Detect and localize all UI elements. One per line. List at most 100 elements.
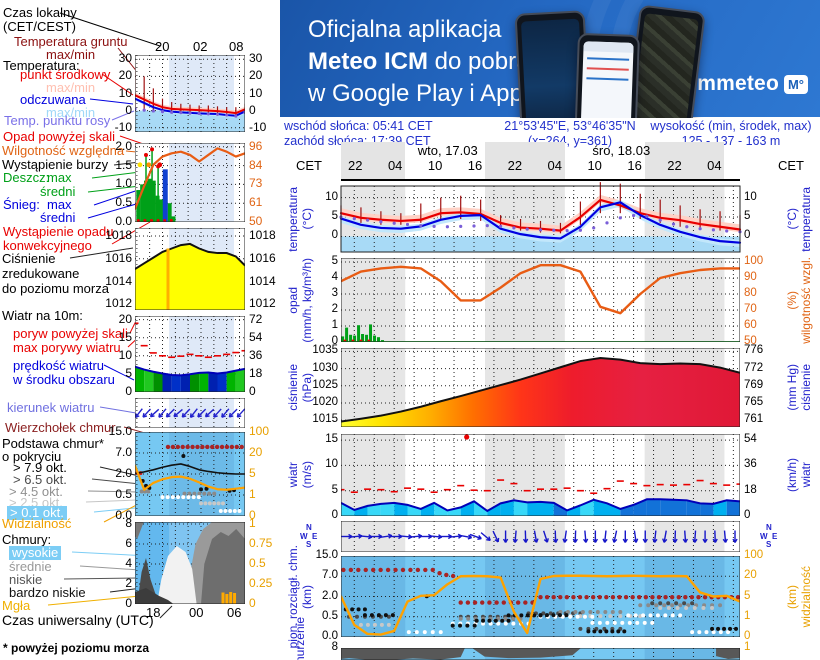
tick-label: 10 xyxy=(325,458,338,471)
pressure-panel xyxy=(341,348,740,427)
tick-label: 1.5 xyxy=(115,157,132,172)
legend-item: Temperatura: xyxy=(3,58,80,73)
legend-item: poryw powyżej skali xyxy=(13,326,128,341)
axis-line xyxy=(341,179,740,181)
tick-label: 10 xyxy=(325,190,338,203)
tick-label: 1030 xyxy=(312,361,338,374)
tick-label: 90 xyxy=(744,271,757,283)
legend-item: niskie xyxy=(9,572,43,587)
legend-item: > 4.5 okt. xyxy=(9,484,63,499)
logo-text: icmmeteo xyxy=(679,72,779,95)
tick-label: 1025 xyxy=(312,378,338,391)
tick-label: 100 xyxy=(744,549,764,561)
tick-label: 5 xyxy=(744,210,751,223)
tick-label: 36 xyxy=(744,458,757,471)
legend-item: max/min xyxy=(46,80,96,95)
tick-label: 5 xyxy=(331,483,338,496)
legend-item: max xyxy=(47,197,72,212)
tick-label: 0.25 xyxy=(249,576,273,590)
legend-utc-time-label: 06 xyxy=(227,605,242,620)
tick-label: 776 xyxy=(744,344,764,357)
legend-item: * powyżej poziomu morza xyxy=(3,641,150,655)
tick-label: 1.0 xyxy=(115,176,132,191)
tick-label: 80 xyxy=(744,287,757,299)
night-band xyxy=(485,142,565,180)
legend-item: Czas lokalny xyxy=(3,5,77,20)
tick-label: 50 xyxy=(249,214,263,228)
legend-item: odczuwana xyxy=(20,92,86,107)
tick-label: 30 xyxy=(118,51,132,66)
legend-item: Wiatr na 10m: xyxy=(2,308,83,323)
tick-label: -10 xyxy=(114,119,132,134)
legend-item: Ciśnienie xyxy=(2,251,56,266)
hour-tick-label: 10 xyxy=(427,158,443,173)
legend-item: max/min xyxy=(46,105,96,120)
legend-item: Wystąpienie burzy xyxy=(2,157,109,172)
legend-item: max/min xyxy=(46,47,96,62)
hour-tick-label: 16 xyxy=(467,158,483,173)
hour-tick-label: 04 xyxy=(547,158,563,173)
tick-label: 10 xyxy=(118,347,132,362)
legend-item: prędkość wiatru xyxy=(13,358,105,373)
tick-label: 84 xyxy=(249,157,263,172)
legend-item: średni xyxy=(40,210,76,225)
tick-label: 1012 xyxy=(105,296,132,311)
tick-label: 100 xyxy=(744,255,764,267)
tick-label: 0.0 xyxy=(115,508,132,522)
coordinates-text: 21°53'45"E, 53°46'35"N xyxy=(504,119,636,133)
tick-label: 15.0 xyxy=(108,424,132,438)
legend-item: o pokryciu xyxy=(2,449,62,464)
legend-mini-cloud-base xyxy=(135,432,245,516)
tick-label: 100 xyxy=(249,424,270,438)
tick-label: 15 xyxy=(118,329,132,344)
time-axis-header: 22 04 10 16 22 04 10 16 22 04 wto, 17.03 śro, 18.03 xyxy=(341,142,740,180)
night-band xyxy=(644,142,725,180)
legend-item: max porywy wiatru xyxy=(13,340,121,355)
tick-label: 5 xyxy=(331,255,338,267)
wind-direction-panel xyxy=(341,521,740,552)
tick-label: 18 xyxy=(744,483,757,496)
legend-item: Temperatura gruntu xyxy=(14,34,128,49)
legend-item: Czas uniwersalny (UTC) xyxy=(2,612,154,628)
tick-label: 30 xyxy=(249,51,263,66)
tick-label: 5 xyxy=(331,210,338,223)
legend-mini-temperature xyxy=(135,55,245,132)
legend-item: Temp. punktu rosy xyxy=(4,113,111,128)
legend-item: max xyxy=(47,170,72,185)
tick-label: 1020 xyxy=(312,395,338,408)
legend-item: do poziomu morza xyxy=(2,281,109,296)
tick-label: 0.75 xyxy=(249,536,273,550)
legend-item: kierunek wiatru xyxy=(7,400,95,415)
legend-utc-time-label: 00 xyxy=(189,605,204,620)
legend-utc-time-label: 18 xyxy=(146,605,161,620)
app-banner[interactable]: Oficjalna aplikacja Meteo ICM do pobrani… xyxy=(280,0,820,118)
altitude-label: wysokość (min, środek, max) xyxy=(650,119,812,133)
axis-title: (°C) temperatura xyxy=(784,186,813,252)
tick-label: 0 xyxy=(331,229,338,242)
legend-item: Widzialność xyxy=(2,516,72,531)
tick-label: 765 xyxy=(744,395,764,408)
tick-label: 0 xyxy=(331,335,338,347)
legend-item: Wystąpienie opadu xyxy=(3,224,114,239)
tick-label: 1035 xyxy=(312,344,338,357)
legend-panel: Czas lokalny (CET/CEST) Temperatura gruntu… xyxy=(0,0,280,660)
tick-label: 5 xyxy=(249,466,256,480)
hour-tick-label: 22 xyxy=(348,158,363,173)
tick-label: 1018 xyxy=(105,227,132,242)
tick-label: -10 xyxy=(249,119,267,134)
tick-label: 73 xyxy=(249,176,263,191)
tick-label: 1014 xyxy=(249,273,276,288)
tick-label: 0.5 xyxy=(115,487,132,501)
tick-label: 0.5 xyxy=(249,556,266,570)
tick-label: 10 xyxy=(249,85,263,100)
tick-label: 6 xyxy=(125,536,132,550)
logo-badge: M° xyxy=(783,74,808,94)
hour-tick-label: 10 xyxy=(587,158,602,173)
legend-item: > 7.9 okt. xyxy=(13,460,67,475)
tick-label: 8 xyxy=(331,641,338,654)
tick-label: 1016 xyxy=(249,250,276,265)
tick-label: 54 xyxy=(744,433,757,446)
tick-label: 8 xyxy=(125,516,132,530)
hour-tick-label: 22 xyxy=(667,158,682,173)
